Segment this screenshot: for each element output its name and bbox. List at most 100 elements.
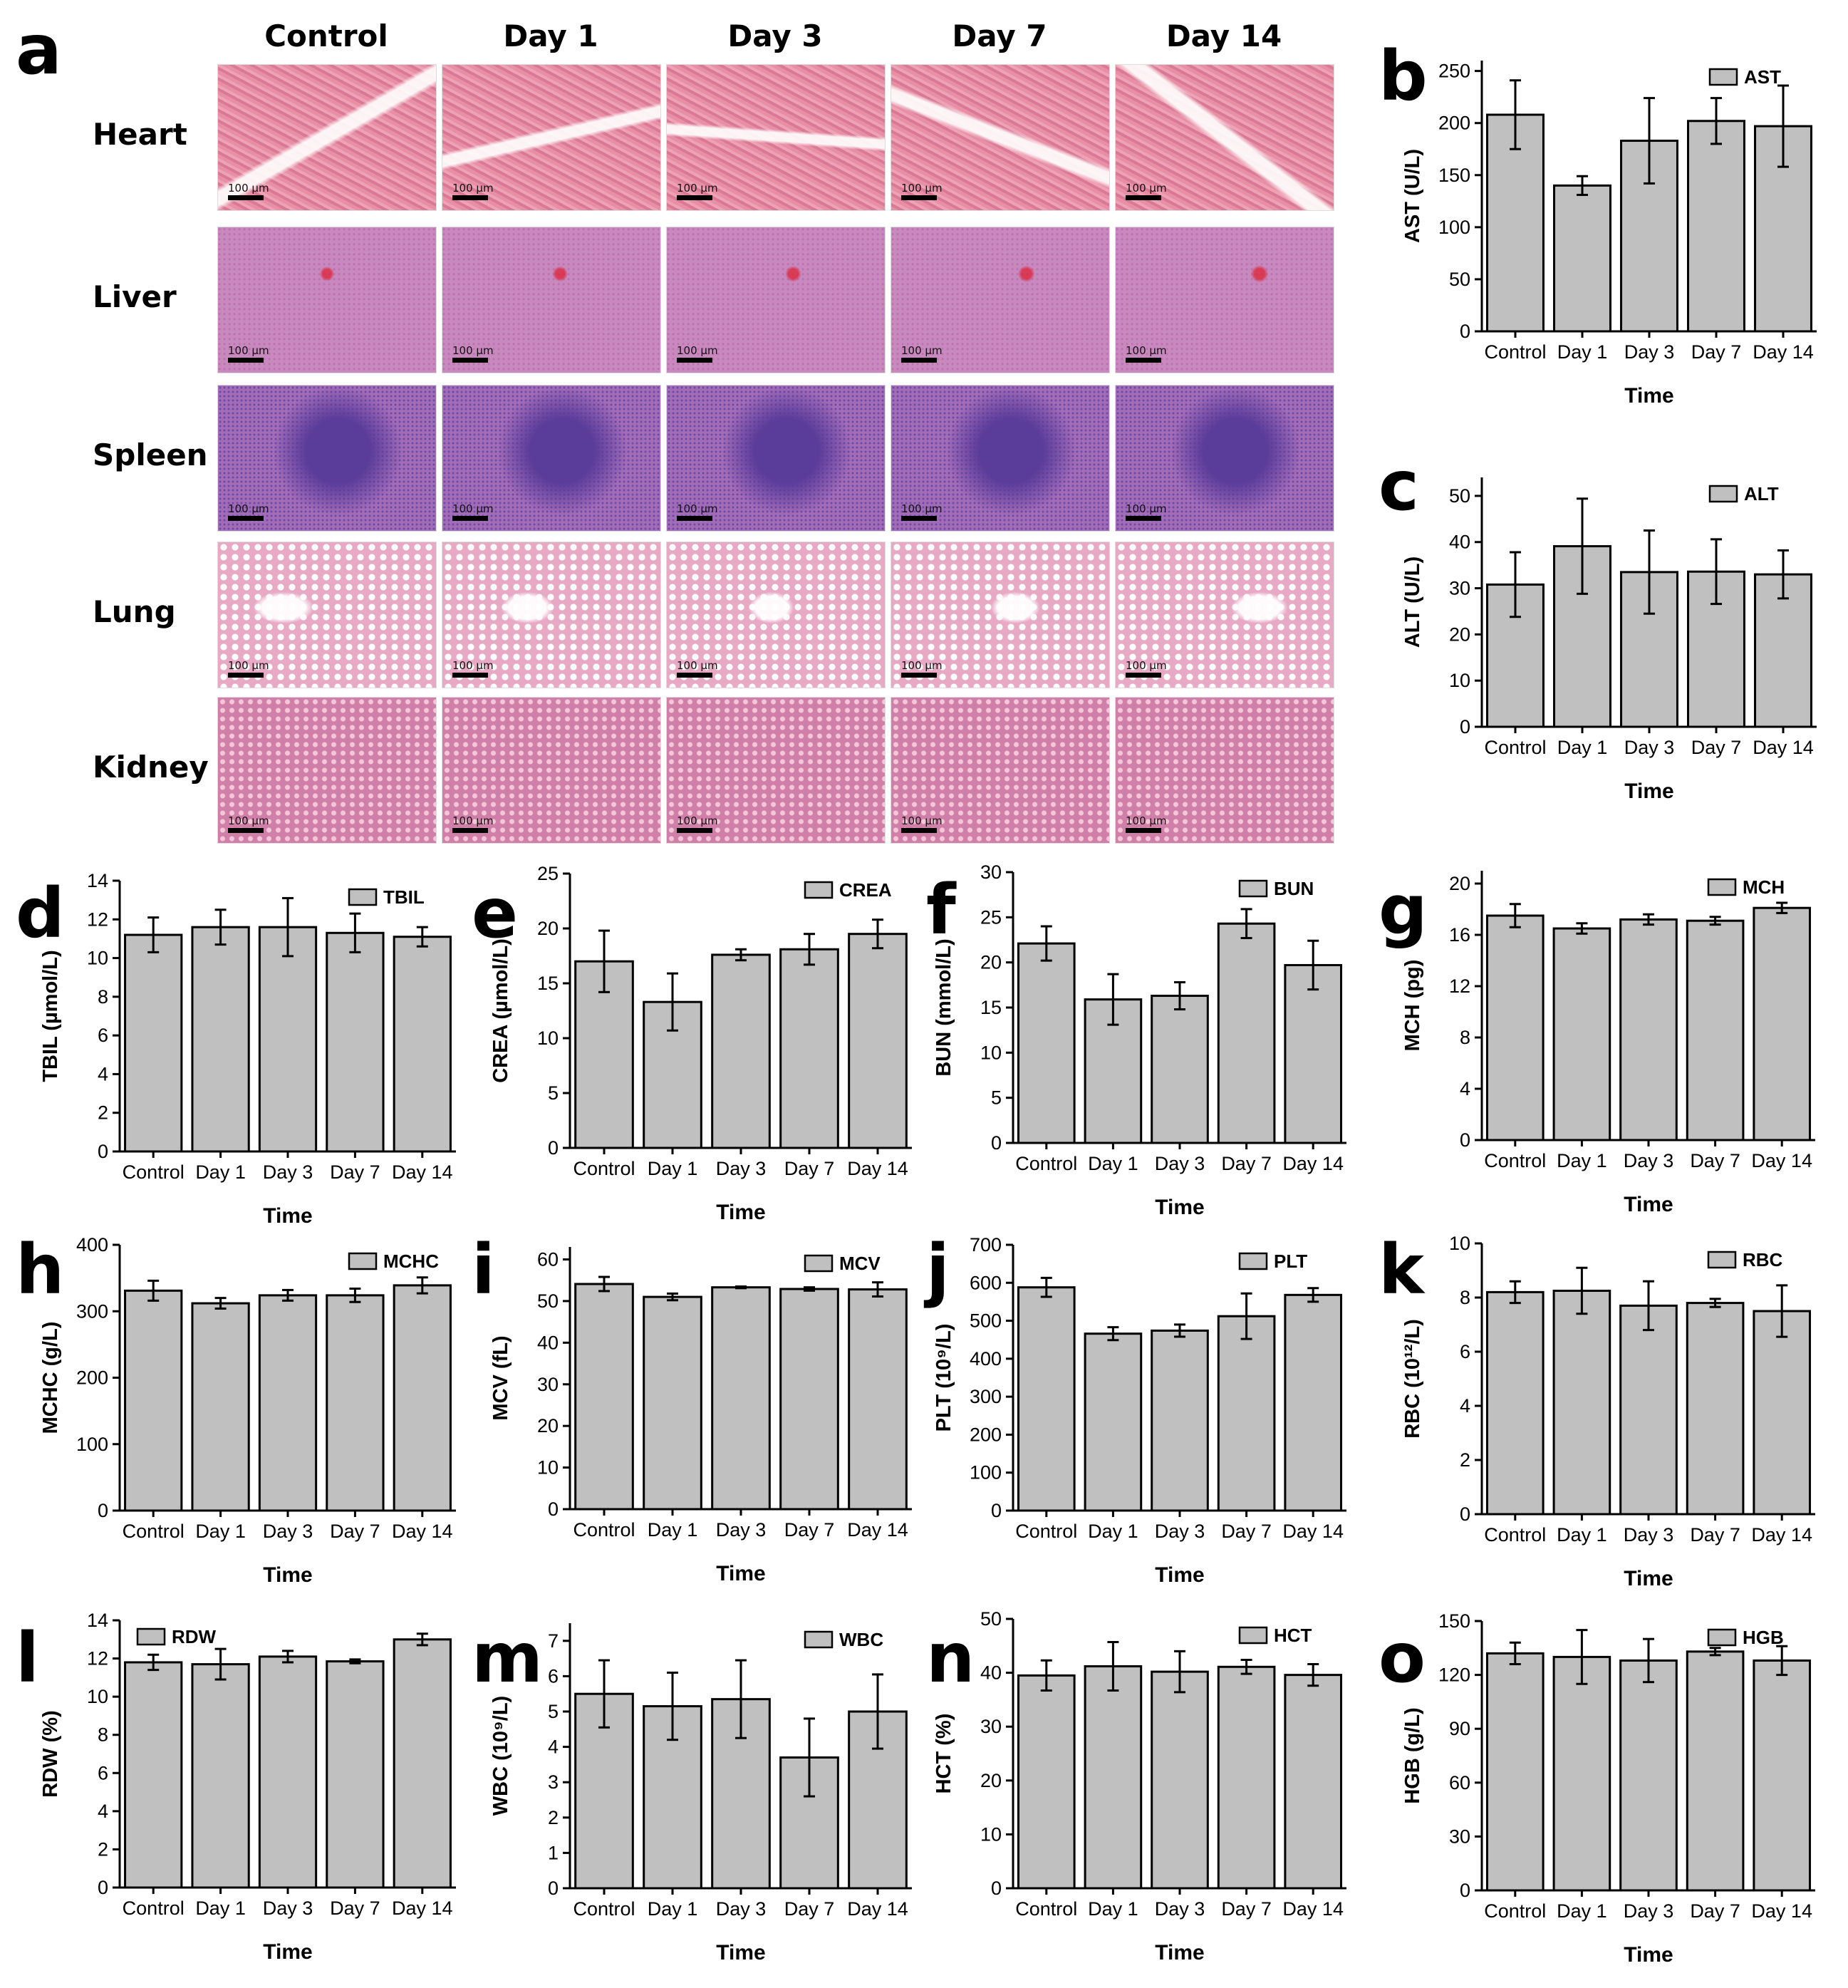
- x-tick-label: Day 7: [784, 1519, 835, 1541]
- legend-label: PLT: [1274, 1251, 1307, 1272]
- y-tick-label: 40: [980, 1662, 1002, 1684]
- panel-letter: c: [1379, 446, 1419, 526]
- histology-image-kidney: 100 µm: [891, 697, 1110, 844]
- histology-image-kidney: 100 µm: [666, 697, 886, 844]
- x-axis-title: Time: [716, 1941, 765, 1964]
- x-tick-label: Control: [1484, 1524, 1546, 1546]
- y-tick-label: 6: [548, 1665, 559, 1687]
- x-tick-label: Day 14: [847, 1898, 908, 1920]
- histology-image-lung: 100 µm: [666, 542, 886, 688]
- legend-swatch: [1238, 879, 1268, 898]
- scale-bar-label: 100 µm: [228, 502, 269, 515]
- bar: [848, 933, 908, 1149]
- scale-bar-label: 100 µm: [228, 182, 269, 195]
- bar: [1754, 573, 1812, 728]
- y-tick-label: 10: [1449, 670, 1470, 691]
- scale-bar: [452, 358, 488, 363]
- y-tick-label: 0: [98, 1500, 108, 1521]
- chart-d: d 0 2 4 6 8 10 12 14 Control Day 1 Day 3 Day 7 Day 14…: [16, 870, 456, 1228]
- y-tick-label: 10: [980, 1042, 1002, 1063]
- scale-bar: [677, 828, 712, 833]
- y-tick-label: 7: [548, 1630, 559, 1652]
- y-tick-label: 1: [548, 1842, 559, 1863]
- y-tick-label: 16: [1449, 924, 1470, 946]
- x-tick-label: Day 7: [1221, 1521, 1272, 1542]
- legend-label: MCH: [1743, 876, 1785, 898]
- x-tick-label: Day 14: [1282, 1153, 1344, 1174]
- y-tick-label: 0: [548, 1498, 559, 1520]
- chart-i: i 0 10 20 30 40 50 60 Control Day 1 Day 3 Day 7 Day …: [472, 1230, 912, 1585]
- y-tick-label: 0: [991, 1132, 1002, 1154]
- legend-label: RDW: [172, 1626, 217, 1647]
- bar: [124, 1661, 183, 1889]
- histology-image-lung: 100 µm: [442, 542, 661, 688]
- bar: [1485, 1652, 1545, 1892]
- y-tick-label: 4: [1460, 1395, 1470, 1417]
- x-tick-label: Day 1: [1557, 341, 1608, 363]
- x-tick-label: Day 14: [1282, 1898, 1344, 1920]
- y-tick-label: 20: [1449, 623, 1470, 645]
- legend-swatch: [348, 1252, 378, 1270]
- histology-image-lung: 100 µm: [217, 542, 437, 688]
- y-tick-label: 25: [980, 906, 1002, 928]
- panel-letter: l: [16, 1618, 39, 1698]
- scale-bar: [901, 828, 937, 833]
- y-tick-label: 4: [1460, 1078, 1470, 1099]
- x-axis-title: Time: [1155, 1196, 1204, 1219]
- y-tick-label: 5: [548, 1701, 559, 1722]
- y-tick-label: 10: [87, 1686, 108, 1707]
- x-tick-label: Day 14: [1753, 737, 1814, 758]
- histology-row-label: Liver: [93, 279, 177, 314]
- y-axis-title: ALT (U/L): [1401, 556, 1424, 648]
- panel-letter: i: [472, 1230, 495, 1310]
- histology-image-kidney: 100 µm: [217, 697, 437, 844]
- legend-label: HCT: [1274, 1625, 1312, 1646]
- scale-bar-label: 100 µm: [452, 502, 494, 515]
- y-tick-label: 14: [87, 1610, 108, 1631]
- bar: [1687, 120, 1745, 333]
- y-tick-label: 0: [1460, 1880, 1470, 1901]
- scale-bar: [1126, 828, 1161, 833]
- y-axis-title: AST (U/L): [1401, 149, 1424, 243]
- x-tick-label: Control: [1484, 737, 1546, 758]
- histology-column-header: Day 3: [727, 19, 823, 53]
- panel-letter: f: [926, 870, 957, 950]
- histology-column-header: Day 1: [503, 19, 598, 53]
- y-tick-label: 600: [970, 1272, 1002, 1293]
- y-tick-label: 12: [1449, 975, 1470, 997]
- scale-bar-label: 100 µm: [901, 814, 943, 827]
- legend-swatch: [1708, 485, 1738, 503]
- x-tick-label: Control: [123, 1521, 185, 1542]
- y-tick-label: 8: [1460, 1027, 1470, 1048]
- legend-label: RBC: [1743, 1249, 1783, 1270]
- x-tick-label: Day 7: [1690, 1524, 1740, 1546]
- x-tick-label: Day 7: [1691, 341, 1742, 363]
- histology-column-header: Control: [264, 19, 388, 53]
- histology-image-spleen: 100 µm: [217, 385, 437, 532]
- bar: [1753, 906, 1812, 1141]
- x-axis-title: Time: [1155, 1941, 1204, 1964]
- scale-bar-label: 100 µm: [901, 182, 943, 195]
- x-axis-title: Time: [1155, 1563, 1204, 1587]
- histology-row-label: Spleen: [93, 438, 208, 472]
- x-tick-label: Day 1: [1557, 1524, 1607, 1546]
- y-tick-label: 40: [537, 1332, 559, 1353]
- y-tick-label: 20: [537, 1415, 559, 1436]
- panel-letter: e: [472, 874, 518, 953]
- x-tick-label: Control: [1484, 1900, 1546, 1922]
- legend-label: TBIL: [383, 886, 425, 908]
- scale-bar-label: 100 µm: [677, 502, 718, 515]
- bar: [258, 926, 318, 1153]
- bar: [326, 1660, 385, 1889]
- y-tick-label: 10: [1449, 1233, 1470, 1254]
- x-tick-label: Day 1: [648, 1158, 698, 1179]
- scale-bar: [228, 673, 264, 678]
- panel-letter: j: [923, 1230, 950, 1310]
- scale-bar-label: 100 µm: [452, 344, 494, 357]
- y-tick-label: 30: [1449, 578, 1470, 599]
- y-tick-label: 0: [548, 1878, 559, 1899]
- x-tick-label: Day 1: [195, 1521, 246, 1542]
- y-tick-label: 0: [98, 1141, 108, 1162]
- bar: [326, 1294, 385, 1512]
